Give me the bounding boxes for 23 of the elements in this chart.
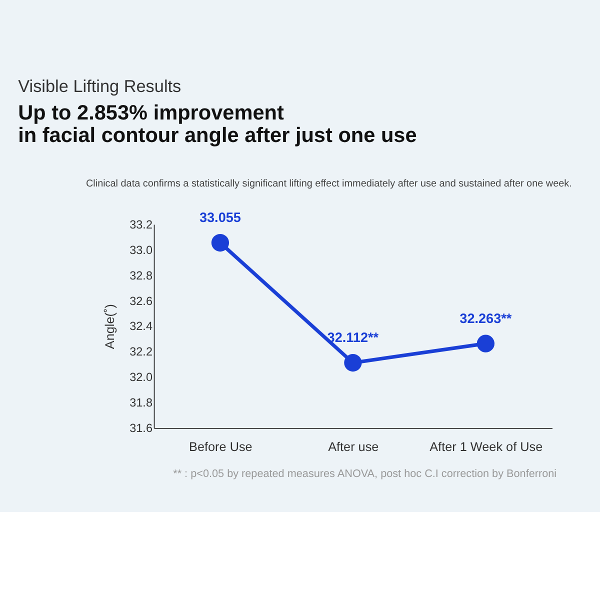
text: Clinical data confirms a statistically significant lifting effect immediately after use and sustained after one week. bbox=[86, 178, 572, 190]
y-tick-label: 32.8 bbox=[130, 269, 153, 282]
point bbox=[476, 334, 494, 352]
y-tick-label: 31.8 bbox=[130, 396, 153, 410]
y-tick-label: 32.2 bbox=[130, 346, 152, 359]
x-tick-label: After use bbox=[328, 440, 379, 454]
data-label: 33.055 bbox=[199, 210, 242, 225]
y-axis-title: Angle(˚) bbox=[103, 304, 118, 350]
chart-subtitle: Up to 2.853% improvement in facial contour angle after just one use bbox=[18, 101, 417, 147]
y-tick-label: 31.6 bbox=[130, 422, 153, 436]
y-tick-label: 33.0 bbox=[130, 244, 153, 257]
text: ** : p<0.05 by repeated measures ANOVA, post hoc C.I correction by Bonferroni bbox=[173, 468, 557, 480]
point bbox=[344, 354, 362, 372]
point bbox=[211, 234, 230, 252]
data-label: 32.263** bbox=[460, 310, 512, 326]
y-tick-label: 32.0 bbox=[130, 371, 153, 384]
data-label: 32.112** bbox=[327, 330, 380, 345]
y-tick-label: 33.2 bbox=[130, 218, 152, 232]
y-tick-label: 32.4 bbox=[130, 320, 153, 334]
x-tick-label: Before Use bbox=[189, 440, 252, 454]
y-tick-label: 32.6 bbox=[130, 294, 153, 308]
chart-title: Visible Lifting Results bbox=[18, 76, 182, 96]
x-tick-label: After 1 Week of Use bbox=[430, 440, 543, 454]
